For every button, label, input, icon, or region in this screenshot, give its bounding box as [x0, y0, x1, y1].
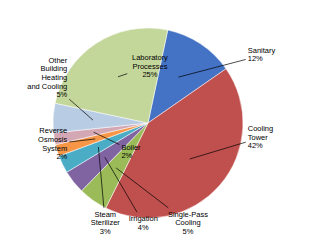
svg-text:ReverseOsmosisSystem2%: ReverseOsmosisSystem2%	[38, 126, 67, 161]
svg-text:CoolingTower42%: CoolingTower42%	[248, 124, 273, 150]
svg-text:Single-PassCooling5%: Single-PassCooling5%	[168, 210, 208, 236]
svg-text:LaboratoryProcesses25%: LaboratoryProcesses25%	[132, 53, 168, 79]
svg-text:OtherBuildingHeatingand Coolin: OtherBuildingHeatingand Cooling5%	[27, 56, 68, 100]
svg-text:SteamSterilizer3%: SteamSterilizer3%	[91, 210, 121, 236]
svg-text:Sanitary12%: Sanitary12%	[248, 46, 276, 64]
svg-text:Irrigation4%: Irrigation4%	[129, 214, 158, 232]
svg-text:Boiler2%: Boiler2%	[121, 143, 141, 161]
